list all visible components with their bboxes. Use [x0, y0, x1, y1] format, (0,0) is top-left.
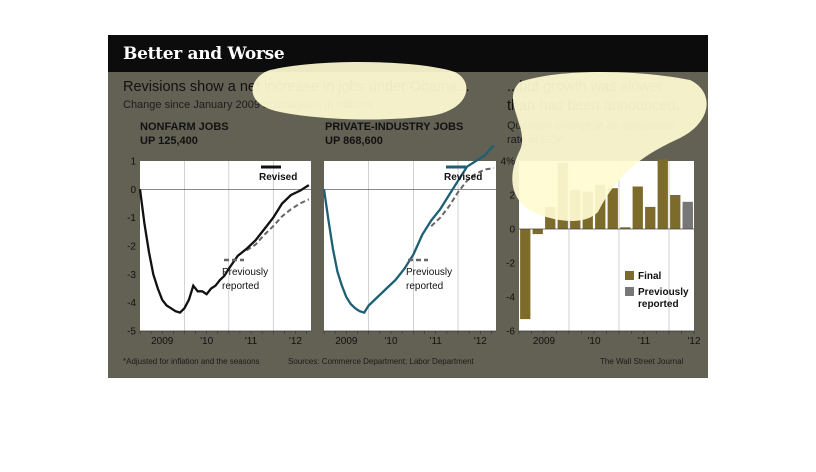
nonfarm-subtitle: UP 125,400: [140, 135, 198, 147]
gdp-bar-final: [607, 188, 618, 229]
gdp-x-tick-label: '12: [687, 336, 700, 347]
gdp-bar-final: [670, 195, 681, 229]
gdp-bar-final: [570, 189, 581, 229]
nonfarm-y-tick-label: -4: [127, 298, 136, 309]
private-title: PRIVATE-INDUSTRY JOBS: [325, 121, 464, 133]
nonfarm-y-tick-label: 1: [130, 157, 136, 168]
gdp-x-tick-label: '11: [638, 336, 651, 347]
gdp-legend-final-label: Final: [638, 271, 662, 282]
nonfarm-y-tick-label: -2: [127, 242, 136, 253]
gdp-bar-final: [582, 191, 593, 229]
plots-svg: 2009 '10 '11 '12 1 0 -1 -2 -3 -4 -5 Revised Previous…: [127, 144, 701, 347]
nonfarm-x-tick-label: 2009: [151, 336, 174, 347]
gdp-y-tick-label: 4%: [501, 157, 516, 168]
nonfarm-x-tick-label: '10: [200, 336, 213, 347]
nonfarm-revised-line: [138, 184, 310, 314]
private-legend-previous-label-2: reported: [406, 281, 443, 292]
nonfarm-legend-revised-label: Revised: [259, 172, 297, 183]
gdp-y-tick-label: -6: [506, 327, 515, 338]
gdp-bar-final: [532, 229, 543, 235]
gdp-bar-final: [645, 206, 656, 229]
private-subtitle: UP 868,600: [325, 135, 383, 147]
gdp-legend-previous-label-1: Previously: [638, 287, 689, 298]
gdp-bar-final: [620, 227, 631, 229]
gdp-y-tick-label: -2: [506, 259, 515, 270]
private-previous-line: [430, 167, 494, 227]
gdp-x-tick-label: 2009: [533, 336, 556, 347]
gdp-bar-final: [632, 186, 643, 229]
sources: Sources: Commerce Department; Labor Depa…: [288, 357, 474, 366]
private-revised-line: [322, 144, 495, 314]
gdp-y-tick-label: 0: [509, 225, 515, 236]
credit: The Wall Street Journal: [600, 357, 684, 366]
gdp-bar-previous: [682, 201, 693, 229]
nonfarm-y-tick-label: -3: [127, 270, 136, 281]
graphic-title: Better and Worse: [123, 44, 285, 64]
chart-graphic: Better and Worse Revisions show a net in…: [108, 35, 708, 378]
nonfarm-y-tick-label: -5: [127, 327, 136, 338]
gdp-bar-final: [545, 206, 556, 229]
private-x-tick-label: '12: [474, 336, 487, 347]
private-x-tick-label: '11: [430, 336, 443, 347]
private-plot-area: [324, 161, 496, 331]
nonfarm-y-tick-label: 0: [130, 185, 136, 196]
private-legend-revised-label: Revised: [444, 172, 482, 183]
private-x-tick-label: '10: [384, 336, 397, 347]
nonfarm-legend-previous-label-1: Previously: [222, 267, 268, 278]
gdp-legend-final-swatch: [625, 271, 634, 280]
gdp-legend-previous-swatch: [625, 287, 634, 296]
private-legend-previous-label-1: Previously: [406, 267, 452, 278]
gdp-bar-final: [595, 184, 606, 229]
nonfarm-y-tick-label: -1: [127, 213, 136, 224]
gdp-y-tick-label: -4: [506, 293, 515, 304]
private-x-tick-label: 2009: [335, 336, 358, 347]
nonfarm-title: NONFARM JOBS: [140, 121, 229, 133]
nonfarm-x-tick-label: '11: [245, 336, 258, 347]
gdp-legend-previous-label-2: reported: [638, 299, 679, 310]
nonfarm-x-tick-label: '12: [289, 336, 302, 347]
gdp-bar-final: [520, 229, 531, 320]
nonfarm-previous-line: [246, 198, 310, 252]
gdp-y-tick-label: 2: [509, 191, 515, 202]
gdp-bar-final: [557, 162, 568, 229]
nonfarm-legend-previous-label-2: reported: [222, 281, 259, 292]
gdp-bar-final: [657, 159, 668, 229]
footnote: *Adjusted for inflation and the seasons: [123, 357, 260, 366]
gdp-x-tick-label: '10: [587, 336, 600, 347]
